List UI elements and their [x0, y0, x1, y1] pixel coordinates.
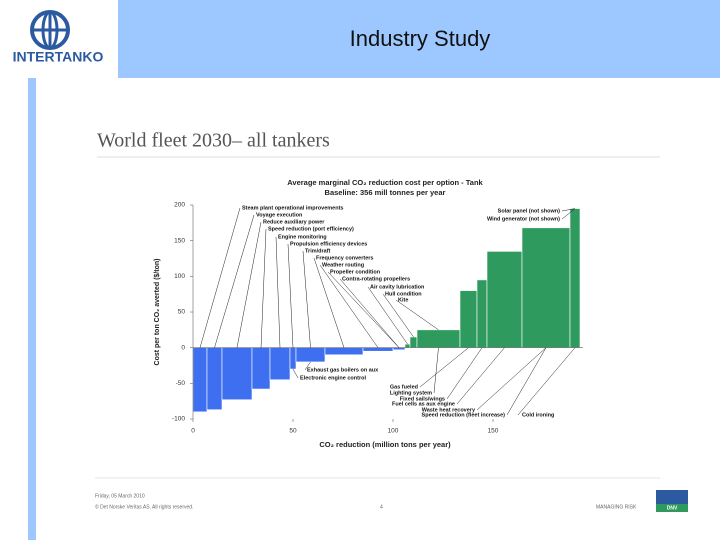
bar — [324, 347, 364, 356]
annotation: Cold ironing — [522, 412, 554, 418]
leader-line — [395, 299, 439, 331]
footer-copyright: © Det Norske Veritas AS. All rights rese… — [95, 503, 193, 510]
annotation: Hull condition — [385, 291, 422, 297]
annotation: Solar panel (not shown) — [498, 208, 561, 214]
bar — [459, 290, 478, 348]
logo-text: INTERTANKO — [13, 49, 104, 65]
x-tick-label: 50 — [289, 428, 297, 435]
leader-line — [506, 347, 547, 416]
bar — [409, 336, 418, 348]
x-axis-label: CO₂ reduction (million tons per year) — [319, 440, 451, 449]
bar — [392, 347, 406, 351]
bar — [192, 347, 208, 413]
leader-line — [446, 347, 483, 400]
bar — [521, 227, 571, 348]
annotation: Weather routing — [322, 262, 364, 268]
leader-line — [313, 257, 345, 348]
annotation: Trim/draft — [305, 248, 331, 254]
y-tick-label: 200 — [174, 202, 185, 209]
leader-line — [561, 208, 576, 220]
bar — [569, 208, 581, 348]
footer-tagline: MANAGING RISK — [596, 504, 637, 510]
y-tick-label: -100 — [172, 416, 185, 423]
annotation: Reduce auxiliary power — [263, 219, 325, 225]
annotation: Propulsion efficiency devices — [290, 241, 367, 247]
leader-line — [327, 271, 400, 348]
annotation: Exhaust gas boilers on aux — [307, 367, 379, 373]
annotation: Speed reduction (fleet increase) — [422, 412, 506, 418]
side-band — [28, 78, 36, 540]
footer-date: Friday, 05 March 2010 — [95, 493, 145, 499]
leader-line — [517, 347, 576, 416]
bar — [295, 347, 326, 363]
x-tick-label: 150 — [488, 428, 499, 435]
bar — [251, 347, 271, 390]
y-axis-label: Cost per ton CO₂ averted ($/ton) — [154, 259, 161, 366]
bar — [362, 347, 394, 352]
annotation: Voyage execution — [256, 212, 303, 218]
annotation: Fuel cells as aux engine — [392, 401, 455, 407]
leader-line — [319, 264, 379, 348]
leader-line — [292, 368, 299, 379]
leader-line — [287, 243, 294, 348]
leader-line — [367, 286, 408, 345]
x-tick-label: 0 — [191, 428, 195, 435]
annotation: Waste heat recovery — [422, 407, 476, 413]
leader-line — [433, 347, 439, 394]
annotation: Engine monitoring — [278, 234, 327, 240]
y-tick-label: 100 — [174, 273, 185, 280]
bar — [206, 347, 223, 411]
annotation: Lighting system — [390, 390, 432, 396]
bar — [269, 347, 291, 381]
leader-line — [260, 228, 267, 348]
annotation: Kite — [398, 297, 408, 303]
bar — [486, 251, 523, 348]
leader-line — [339, 278, 400, 348]
header-band — [118, 0, 720, 78]
annotation: Gas fueled — [390, 384, 418, 390]
y-tick-label: 50 — [178, 309, 186, 316]
annotation: Fixed sails/wings — [400, 396, 445, 402]
chart: Average marginal CO₂ reduction cost per … — [154, 178, 583, 449]
y-tick-label: 150 — [174, 237, 185, 244]
bar — [404, 343, 411, 348]
chart-title: Average marginal CO₂ reduction cost per … — [287, 178, 483, 187]
leader-line — [304, 361, 311, 371]
annotation: Speed reduction (port efficiency) — [268, 226, 354, 232]
annotation: Air cavity lubrication — [370, 284, 425, 290]
bar — [476, 279, 488, 348]
header-title: Industry Study — [350, 26, 491, 51]
bar — [221, 347, 253, 401]
page-number: 4 — [380, 504, 383, 510]
x-tick-label: 100 — [388, 428, 399, 435]
dnv-logo-text: DNV — [667, 505, 678, 511]
leader-line — [199, 207, 241, 348]
chart-subtitle: Baseline: 356 mill tonnes per year — [325, 188, 446, 197]
y-tick-label: -50 — [176, 380, 186, 387]
leader-line — [419, 347, 469, 388]
annotation: Wind generator (not shown) — [487, 216, 560, 222]
annotation: Electronic engine control — [300, 375, 366, 381]
leader-line — [476, 347, 547, 411]
leader-line — [236, 221, 262, 348]
bar — [289, 347, 297, 370]
annotation: Steam plant operational improvements — [242, 205, 343, 211]
bar — [416, 329, 461, 348]
leader-line — [382, 293, 414, 338]
slide-title: World fleet 2030– all tankers — [97, 130, 330, 152]
logo — [30, 10, 70, 50]
leader-line — [275, 236, 281, 348]
y-tick-label: 0 — [181, 344, 185, 351]
leader-line — [561, 208, 576, 212]
dnv-logo-top — [656, 490, 688, 504]
annotation: Propeller condition — [330, 269, 381, 275]
leader-line — [214, 214, 255, 348]
annotation: Frequency converters — [316, 255, 373, 261]
annotation: Contra-rotating propellers — [342, 276, 410, 282]
leader-line — [302, 250, 311, 348]
leader-line — [456, 347, 505, 405]
